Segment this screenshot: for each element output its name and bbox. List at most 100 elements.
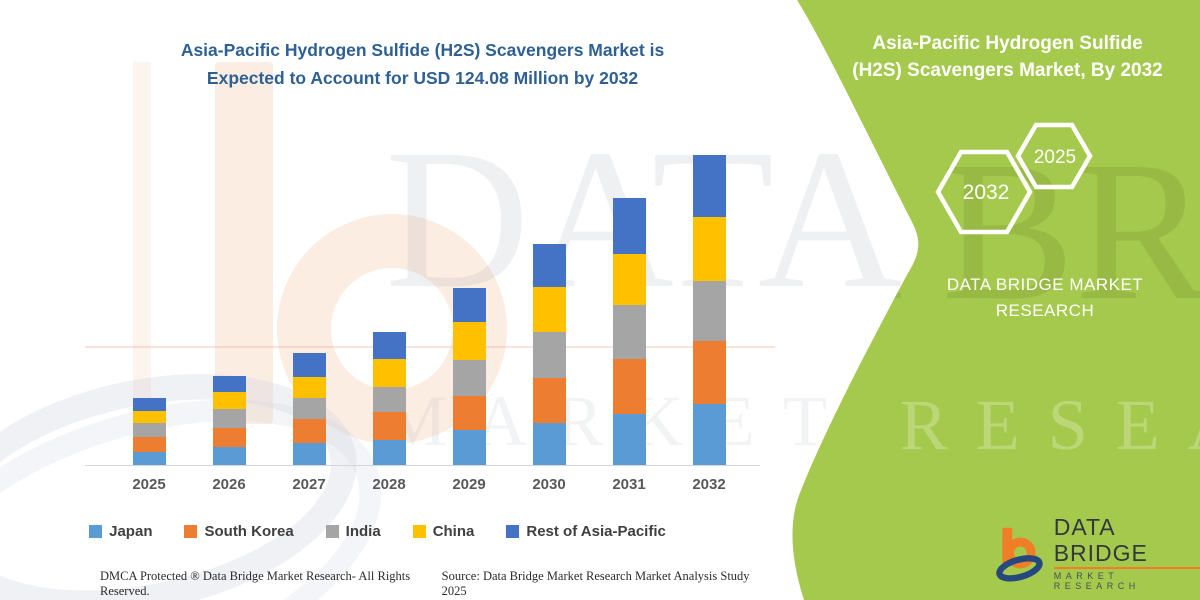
right-panel-title-line2: (H2S) Scavengers Market, By 2032 — [852, 60, 1163, 81]
bar-2032 — [692, 140, 726, 465]
watermark-text-bottom-on-green: MARKET RESEARCH — [383, 385, 1200, 465]
dbmr-logo-text: DATA BRIDGE MARKET RESEARCH — [1053, 514, 1200, 591]
bar-segment-2026-south-korea — [212, 427, 246, 448]
legend-swatch-china — [412, 525, 426, 538]
bar-segment-2026-india — [212, 408, 246, 428]
right-panel-title-line1: Asia-Pacific Hydrogen Sulfide — [872, 33, 1143, 54]
bar-segment-2026-china — [212, 392, 246, 409]
x-axis-label-2032: 2032 — [692, 476, 726, 493]
bar-2028 — [372, 140, 406, 465]
footer-source-text: Source: Data Bridge Market Research Mark… — [441, 569, 750, 598]
chart-title-line2: Expected to Account for USD 124.08 Milli… — [206, 68, 639, 88]
footer: DMCA Protected ® Data Bridge Market Rese… — [100, 569, 758, 599]
chart-title: Asia-Pacific Hydrogen Sulfide (H2S) Scav… — [85, 36, 760, 92]
watermark-logo-b-bar — [215, 62, 273, 424]
bar-segment-2031-south-korea — [612, 359, 646, 414]
bar-segment-2028-rest-of-asia-pacific — [372, 332, 406, 359]
bar-segment-2027-japan — [292, 443, 326, 465]
x-axis-line — [85, 465, 760, 466]
legend-label-rest-of-asia-pacific: Rest of Asia-Pacific — [526, 523, 666, 540]
bar-segment-2027-south-korea — [292, 419, 326, 444]
bar-chart: 2025 2026 2027 2028 2029 2030 2031 2032 — [85, 140, 760, 493]
legend-item-china: China — [412, 523, 475, 540]
x-axis-label-2031: 2031 — [612, 476, 646, 493]
legend-swatch-rest-of-asia-pacific — [506, 525, 520, 538]
bar-2026 — [212, 140, 246, 465]
x-axis-label-2025: 2025 — [132, 476, 166, 493]
bar-segment-2029-japan — [452, 430, 486, 465]
bar-segment-2032-india — [692, 281, 726, 341]
x-axis-label-2028: 2028 — [372, 476, 406, 493]
bar-segment-2032-rest-of-asia-pacific — [692, 154, 726, 217]
green-shape — [792, 0, 1200, 600]
watermark-logo-b-strip — [133, 62, 151, 452]
bar-segment-2030-rest-of-asia-pacific — [532, 244, 566, 287]
legend-swatch-south-korea — [184, 525, 198, 538]
bar-2030 — [532, 140, 566, 465]
hexagon-2032 — [935, 149, 1033, 235]
bar-segment-2026-japan — [212, 447, 246, 465]
legend-swatch-india — [325, 525, 339, 538]
chart-legend: Japan South Korea India China Rest of Asia-P… — [40, 523, 715, 540]
bar-segment-2028-china — [372, 358, 406, 387]
bar-segment-2031-china — [612, 254, 646, 305]
bar-segment-2026-rest-of-asia-pacific — [212, 376, 246, 393]
bar-segment-2030-japan — [532, 422, 566, 465]
right-panel-brand: DATA BRIDGE MARKET RESEARCH — [895, 272, 1195, 324]
x-axis-label-2029: 2029 — [452, 476, 486, 493]
bar-segment-2025-india — [132, 423, 166, 437]
bar-segment-2025-china — [132, 411, 166, 424]
bar-segment-2027-india — [292, 398, 326, 419]
legend-item-india: India — [325, 523, 381, 540]
legend-item-south-korea: South Korea — [184, 523, 294, 540]
x-axis-label-2026: 2026 — [212, 476, 246, 493]
legend-item-japan: Japan — [89, 523, 152, 540]
bar-2027 — [292, 140, 326, 465]
legend-label-china: China — [432, 523, 475, 540]
bar-segment-2029-india — [452, 359, 486, 396]
chart-title-line1: Asia-Pacific Hydrogen Sulfide (H2S) Scav… — [180, 40, 665, 60]
bar-segment-2028-south-korea — [372, 412, 406, 440]
bar-segment-2031-japan — [612, 413, 646, 465]
dbmr-logo-subtitle: MARKET RESEARCH — [1053, 567, 1200, 591]
x-axis-label-2027: 2027 — [292, 476, 326, 493]
bar-segment-2032-japan — [692, 404, 726, 465]
watermark-underline — [85, 346, 775, 348]
bar-2025 — [132, 140, 166, 465]
bar-segment-2025-south-korea — [132, 436, 166, 452]
legend-item-rest-of-asia-pacific: Rest of Asia-Pacific — [506, 523, 666, 540]
bar-segment-2031-rest-of-asia-pacific — [612, 198, 646, 255]
dbmr-logo-name: DATA BRIDGE — [1053, 514, 1148, 566]
x-axis-label-2030: 2030 — [532, 476, 566, 493]
legend-swatch-japan — [89, 525, 103, 538]
right-panel-brand-line1: DATA BRIDGE MARKET — [946, 275, 1144, 294]
bar-segment-2028-india — [372, 386, 406, 413]
bar-segment-2027-rest-of-asia-pacific — [292, 353, 326, 377]
bar-segment-2029-china — [452, 321, 486, 360]
hexagon-2032-label: 2032 — [963, 181, 1010, 204]
hexagon-2025 — [1015, 122, 1093, 190]
bar-segment-2030-china — [532, 286, 566, 332]
bar-segment-2032-south-korea — [692, 341, 726, 405]
bar-segment-2030-south-korea — [532, 377, 566, 423]
bar-segment-2028-japan — [372, 440, 406, 465]
footer-dmca-text: DMCA Protected ® Data Bridge Market Rese… — [100, 569, 411, 598]
right-panel-brand-line2: RESEARCH — [995, 301, 1095, 320]
bar-segment-2030-india — [532, 332, 566, 378]
bar-segment-2029-rest-of-asia-pacific — [452, 287, 486, 322]
bar-2031 — [612, 140, 646, 465]
bar-2029 — [452, 140, 486, 465]
bar-segment-2032-china — [692, 217, 726, 281]
right-panel-title: Asia-Pacific Hydrogen Sulfide (H2S) Scav… — [825, 30, 1190, 84]
dbmr-logo: DATA BRIDGE MARKET RESEARCH — [996, 514, 1200, 591]
bar-segment-2027-china — [292, 376, 326, 398]
hexagon-2025-label: 2025 — [1034, 147, 1076, 168]
bar-segment-2029-south-korea — [452, 395, 486, 430]
legend-label-south-korea: South Korea — [204, 523, 294, 540]
dbmr-logo-icon — [996, 527, 1043, 582]
bar-segment-2031-india — [612, 305, 646, 360]
bar-segment-2025-japan — [132, 451, 166, 465]
legend-label-india: India — [345, 523, 381, 540]
